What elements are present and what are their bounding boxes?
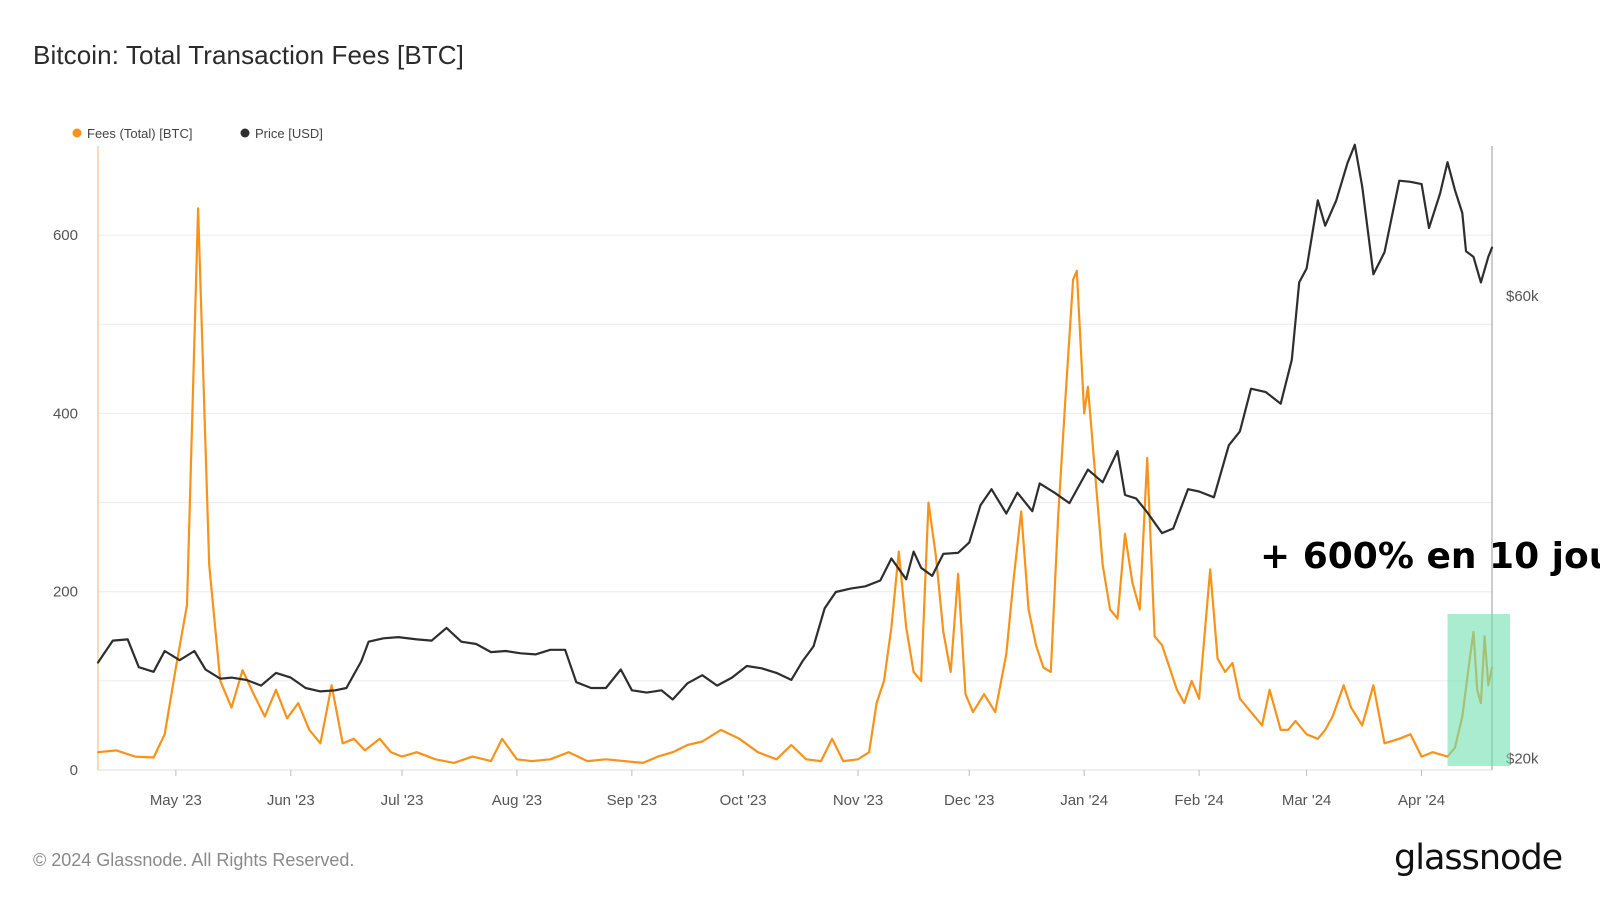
chart-title: Bitcoin: Total Transaction Fees [BTC]	[33, 40, 464, 70]
legend-marker	[240, 128, 250, 138]
fees-series-line	[96, 207, 1494, 765]
x-tick-label: Nov '23	[833, 792, 883, 809]
x-tick-label: Dec '23	[944, 792, 994, 809]
x-tick-label: Sep '23	[607, 792, 657, 809]
copyright-footer: © 2024 Glassnode. All Rights Reserved.	[33, 850, 355, 870]
x-tick-label: Mar '24	[1282, 792, 1332, 809]
x-tick-label: May '23	[150, 792, 202, 809]
grid-lines	[98, 234, 1492, 771]
legend-label: Price [USD]	[255, 126, 323, 141]
x-tick-label: Jun '23	[267, 792, 315, 809]
x-tick-label: Jan '24	[1060, 792, 1108, 809]
y-right-tick-label: $20k	[1506, 750, 1539, 767]
highlight-region	[1447, 614, 1510, 766]
annotation-label: + 600% en 10 jours	[1260, 536, 1600, 577]
y-left-tick-label: 200	[53, 584, 78, 601]
y-right-tick-label: $60k	[1506, 288, 1539, 305]
x-tick-label: Apr '24	[1398, 792, 1445, 809]
x-tick-label: Jul '23	[381, 792, 424, 809]
price-series-line	[96, 143, 1494, 701]
glassnode-logo: glassnode	[1394, 838, 1563, 878]
x-tick-label: Oct '23	[720, 792, 767, 809]
y-left-tick-label: 0	[70, 762, 78, 779]
y-left-tick-label: 400	[53, 405, 78, 422]
legend-marker	[72, 128, 82, 138]
legend-label: Fees (Total) [BTC]	[87, 126, 192, 141]
y-left-tick-label: 600	[53, 227, 78, 244]
x-tick-label: Aug '23	[492, 792, 542, 809]
x-tick-label: Feb '24	[1174, 792, 1224, 809]
